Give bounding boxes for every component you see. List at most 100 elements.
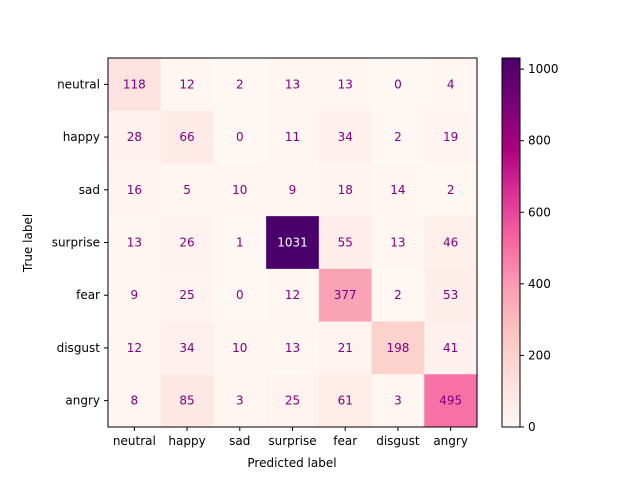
cell-value-label: 11 [285,130,300,144]
cell-value-label: 66 [179,130,194,144]
x-tick-label: fear [333,434,357,448]
heatmap-cell [108,110,162,164]
heatmap-cell [213,58,267,112]
cell-value-label: 34 [338,130,353,144]
heatmap-cell [266,374,320,428]
cell-value-label: 25 [179,288,194,302]
cell-value-label: 118 [123,77,146,91]
heatmap-cell [371,268,425,323]
cell-value-label: 13 [285,77,300,91]
y-tick-label: disgust [57,341,101,355]
colorbar-tick-label: 600 [528,205,551,219]
heatmap-cell [266,163,320,217]
heatmap-cell [213,163,267,217]
cell-value-label: 34 [179,341,194,355]
x-tick-label: happy [168,434,205,448]
heatmap-cell [424,58,478,112]
cell-value-label: 2 [394,130,402,144]
y-tick-label: surprise [52,236,100,250]
heatmap-cell [108,374,162,428]
y-tick-label: angry [65,394,100,408]
heatmap-cell [108,216,162,270]
colorbar-tick-label: 400 [528,277,551,291]
cell-value-label: 13 [285,341,300,355]
heatmap-cell [318,216,373,270]
heatmap-cell [371,163,425,217]
x-axis-label: Predicted label [247,456,336,470]
x-tick-label: surprise [268,434,316,448]
cell-value-label: 16 [127,183,142,197]
y-axis-label: True label [21,214,35,273]
colorbar-ticks: 0 200 400 600 800 1000 [520,62,559,434]
cell-value-label: 13 [390,236,405,250]
cell-value-label: 9 [131,288,139,302]
cell-value-label: 61 [338,394,353,408]
heatmap-cell [318,321,373,375]
heatmap-cell [424,216,478,270]
colorbar-tick-label: 1000 [528,62,559,76]
heatmap-cell [108,58,162,112]
heatmap-cell [318,374,373,428]
heatmap-cell [108,163,162,217]
cell-value-label: 1031 [277,236,308,250]
cell-value-label: 55 [338,236,353,250]
heatmap-cell [371,216,425,270]
heatmap-cell [213,374,267,428]
heatmap-cell [371,321,425,375]
cell-value-label: 26 [179,236,194,250]
cell-value-label: 46 [443,236,458,250]
cell-value-label: 12 [179,77,194,91]
heatmap-cell [424,374,478,428]
heatmap-cell [213,110,267,164]
cell-value-label: 19 [443,130,458,144]
colorbar-tick-label: 800 [528,134,551,148]
x-axis-ticks: neutral happy sad surprise fear disgust angry [113,427,468,448]
x-tick-label: sad [229,434,250,448]
heatmap-cell [424,110,478,164]
cell-value-label: 495 [439,394,462,408]
cell-value-label: 2 [236,77,244,91]
cell-value-label: 5 [183,183,191,197]
heatmap-cell [108,268,162,323]
cell-value-label: 10 [232,341,247,355]
heatmap-cell [424,321,478,375]
heatmap-cell [424,163,478,217]
heatmap-cell [160,58,214,112]
heatmap-cell [266,216,320,270]
heatmap-cell [266,110,320,164]
heatmap-cell [371,110,425,164]
heatmap-cell [371,58,425,112]
colorbar [501,57,521,428]
heatmap-cell [266,58,320,112]
cell-value-label: 198 [386,341,409,355]
cell-value-label: 25 [285,394,300,408]
cell-value-label: 1 [236,236,244,250]
y-tick-label: happy [63,130,100,144]
heatmap-cell [371,374,425,428]
heatmap-cell [160,374,214,428]
y-axis-ticks: neutral happy sad surprise fear disgust angry [52,77,108,408]
cell-value-label: 3 [394,394,402,408]
cell-value-label: 9 [289,183,297,197]
heatmap-cell [318,163,373,217]
cell-value-label: 28 [127,130,142,144]
heatmap-cell [213,216,267,270]
heatmap-cell [318,58,373,112]
cell-value-label: 377 [334,288,357,302]
heatmap-cell [160,216,214,270]
cell-value-label: 8 [131,394,139,408]
heatmap-cell [213,321,267,375]
heatmap-cell [318,268,373,323]
cell-value-label: 12 [285,288,300,302]
heatmap-cell [318,110,373,164]
heatmap-cells [108,58,478,428]
heatmap-cell [160,268,214,323]
cell-value-label: 85 [179,394,194,408]
heatmap-cell [160,321,214,375]
cell-value-label: 0 [394,77,402,91]
cell-value-label: 3 [236,394,244,408]
cell-value-label: 13 [127,236,142,250]
y-tick-label: neutral [57,77,100,91]
